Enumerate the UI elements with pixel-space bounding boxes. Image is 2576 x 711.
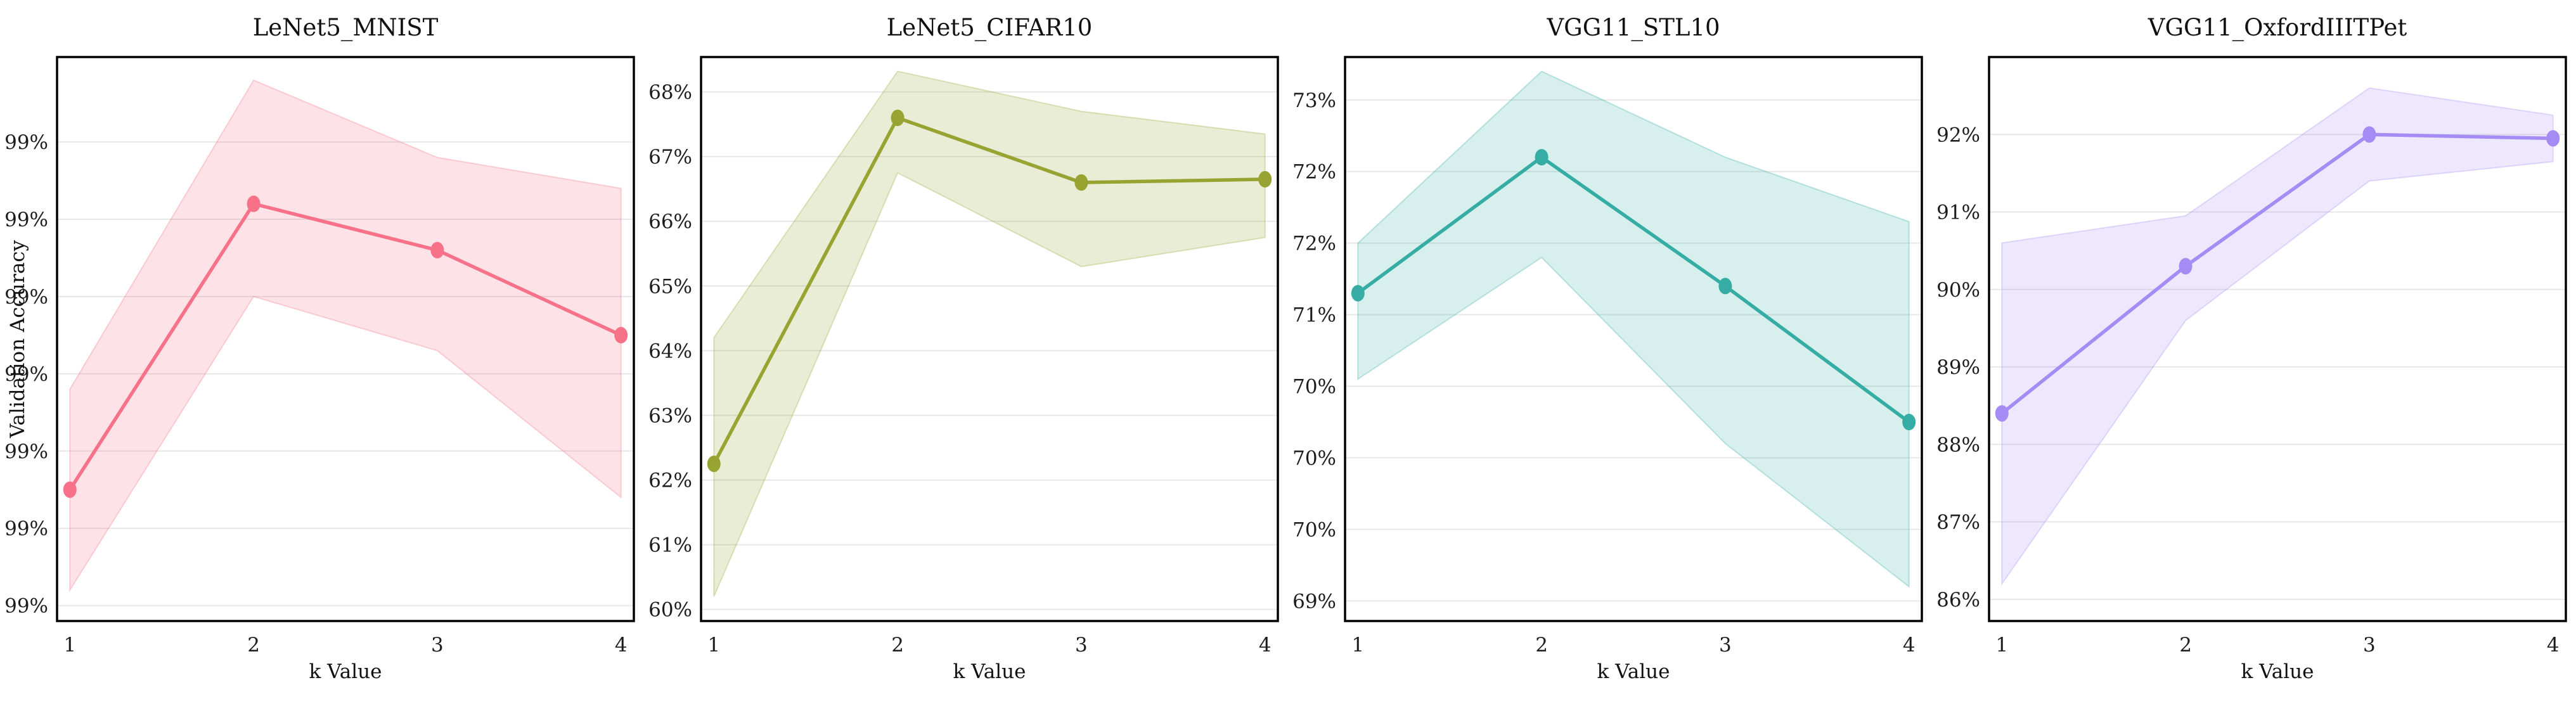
data-point xyxy=(707,455,721,472)
y-tick-label: 60% xyxy=(648,599,692,622)
y-tick-label: 99% xyxy=(4,208,48,231)
x-tick-label: 2 xyxy=(1535,634,1548,657)
plot-title: LeNet5_CIFAR10 xyxy=(886,14,1093,41)
data-point xyxy=(2179,258,2193,275)
y-tick-label: 99% xyxy=(4,595,48,618)
y-tick-label: 99% xyxy=(4,131,48,154)
subplot-vgg11-oxfordiiitpet: 92% 91% 90% 89% 88% 87% 86% 1 2 3 4 VGG11_OxfordII… xyxy=(1932,0,2576,711)
subplot-lenet5-cifar10: 68% 67% 66% 65% 64% 63% 62% 61% 60% 1 2 3 4 LeNet5_C… xyxy=(644,0,1288,711)
confidence-band xyxy=(2001,87,2554,586)
plot-canvas-2: 73% 72% 72% 71% 70% 70% 70% 69% 1 2 3 4 xyxy=(1292,56,1923,657)
plot-canvas-1: 68% 67% 66% 65% 64% 63% 62% 61% 60% 1 2 3 4 xyxy=(648,56,1279,657)
data-point xyxy=(2546,130,2560,147)
x-tick-label: 4 xyxy=(615,634,628,657)
y-tick-label: 64% xyxy=(648,340,692,362)
plot-border xyxy=(56,56,635,622)
y-tick-label: 71% xyxy=(1292,304,1336,327)
x-axis-label: k Value xyxy=(2241,660,2314,683)
x-tick-label: 1 xyxy=(63,634,76,657)
plot-title: VGG11_OxfordIIITPet xyxy=(2148,14,2407,41)
data-point xyxy=(2362,126,2376,143)
x-tick-label: 3 xyxy=(2363,634,2376,657)
data-point xyxy=(614,326,628,343)
x-axis-label: k Value xyxy=(309,660,382,683)
y-tick-label: 70% xyxy=(1292,518,1336,541)
x-tick-label: 2 xyxy=(247,634,260,657)
x-tick-label: 4 xyxy=(2547,634,2560,657)
y-tick-label: 99% xyxy=(4,518,48,541)
x-tick-label: 4 xyxy=(1259,634,1272,657)
line-series xyxy=(2000,132,2555,416)
plot-border xyxy=(1988,56,2567,622)
data-point xyxy=(1258,170,1272,188)
y-tick-label: 99% xyxy=(4,440,48,463)
data-point xyxy=(1995,405,2009,422)
subplot-vgg11-stl10: 73% 72% 72% 71% 70% 70% 70% 69% 1 2 3 4 VGG11_STL10… xyxy=(1288,0,1932,711)
plot-border xyxy=(1344,56,1923,622)
y-tick-label: 90% xyxy=(1936,279,1980,302)
x-tick-label: 2 xyxy=(2179,634,2192,657)
plot-title: LeNet5_MNIST xyxy=(252,14,439,41)
y-tick-label: 72% xyxy=(1292,233,1336,255)
y-tick-label: 99% xyxy=(4,363,48,386)
y-tick-label: 99% xyxy=(4,286,48,309)
subplot-lenet5-mnist: 99% 99% 99% 99% 99% 99% 99% 1 2 3 4 LeNet5_MNIST k… xyxy=(0,0,644,711)
x-tick-label: 1 xyxy=(1351,634,1364,657)
x-tick-label: 3 xyxy=(1075,634,1088,657)
data-point xyxy=(1074,174,1088,191)
x-tick-label: 4 xyxy=(1903,634,1916,657)
y-tick-label: 61% xyxy=(648,534,692,557)
data-point xyxy=(1902,414,1916,431)
line-series xyxy=(712,116,1267,466)
data-point xyxy=(1351,285,1365,302)
y-tick-label: 91% xyxy=(1936,202,1980,224)
data-point xyxy=(63,481,77,498)
plot-canvas-0: 99% 99% 99% 99% 99% 99% 99% 1 2 3 4 xyxy=(4,56,635,657)
confidence-band xyxy=(69,79,622,592)
line-series xyxy=(68,202,623,492)
x-tick-label: 1 xyxy=(1995,634,2008,657)
plot-border xyxy=(700,56,1279,622)
y-tick-label: 92% xyxy=(1936,124,1980,146)
y-tick-label: 73% xyxy=(1292,89,1336,112)
y-tick-label: 89% xyxy=(1936,356,1980,379)
line-series xyxy=(1356,155,1911,424)
data-point xyxy=(247,195,261,212)
plot-title: VGG11_STL10 xyxy=(1547,14,1720,41)
x-tick-label: 1 xyxy=(707,634,720,657)
plot-canvas-3: 92% 91% 90% 89% 88% 87% 86% 1 2 3 4 xyxy=(1936,56,2567,657)
y-tick-label: 88% xyxy=(1936,433,1980,456)
y-tick-label: 86% xyxy=(1936,589,1980,612)
data-point xyxy=(1718,278,1732,295)
x-axis-label: k Value xyxy=(1597,660,1670,683)
x-tick-label: 3 xyxy=(1719,634,1732,657)
y-tick-label: 72% xyxy=(1292,161,1336,184)
data-point xyxy=(1535,149,1549,166)
confidence-band xyxy=(1357,70,1910,588)
x-axis-label: k Value xyxy=(953,660,1026,683)
y-tick-label: 65% xyxy=(648,275,692,298)
y-tick-label: 62% xyxy=(648,470,692,492)
y-tick-label: 70% xyxy=(1292,376,1336,399)
y-tick-label: 66% xyxy=(648,210,692,233)
y-tick-label: 63% xyxy=(648,404,692,427)
y-tick-label: 68% xyxy=(648,81,692,104)
y-tick-label: 69% xyxy=(1292,590,1336,613)
data-point xyxy=(891,109,905,126)
y-tick-label: 67% xyxy=(648,146,692,169)
x-tick-label: 2 xyxy=(891,634,904,657)
y-tick-label: 87% xyxy=(1936,511,1980,534)
data-point xyxy=(430,241,444,259)
x-tick-label: 3 xyxy=(431,634,444,657)
y-tick-label: 70% xyxy=(1292,447,1336,470)
